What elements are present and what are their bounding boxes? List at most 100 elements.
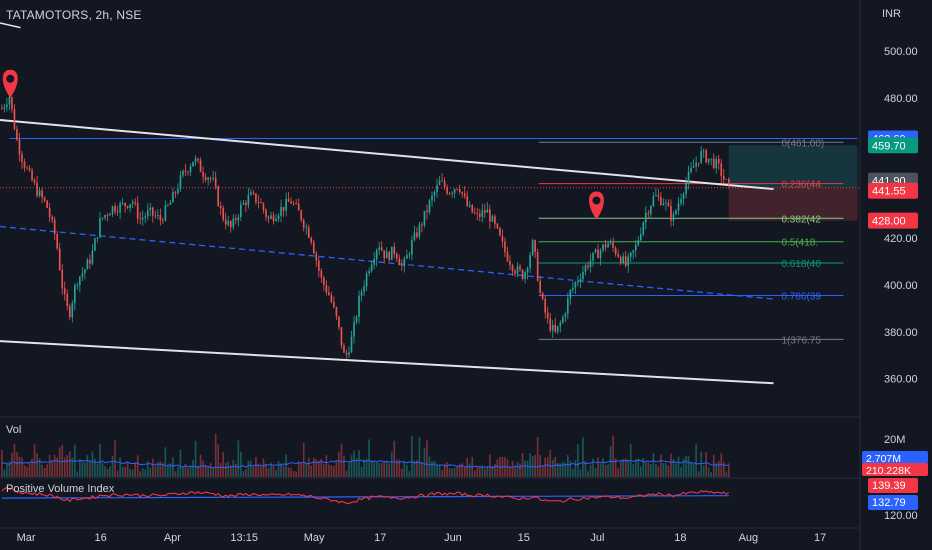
candle-body[interactable] xyxy=(81,273,84,277)
candle-body[interactable] xyxy=(89,259,91,264)
candle-body[interactable] xyxy=(282,206,285,211)
candle-body[interactable] xyxy=(395,253,398,259)
candle-body[interactable] xyxy=(712,158,715,169)
candle-body[interactable] xyxy=(491,216,494,222)
candle-body[interactable] xyxy=(287,198,290,202)
candle-body[interactable] xyxy=(660,196,662,205)
candle-body[interactable] xyxy=(335,307,338,317)
candle-body[interactable] xyxy=(333,301,335,308)
candle-body[interactable] xyxy=(3,107,6,109)
candle-body[interactable] xyxy=(572,287,574,290)
candle-body[interactable] xyxy=(665,202,667,204)
candle-body[interactable] xyxy=(209,178,212,180)
candle-body[interactable] xyxy=(312,242,315,254)
candle-body[interactable] xyxy=(157,214,159,216)
candle-body[interactable] xyxy=(199,160,202,173)
candle-body[interactable] xyxy=(255,193,257,203)
location-pin-icon[interactable] xyxy=(588,191,604,220)
candle-body[interactable] xyxy=(521,269,524,280)
candle-body[interactable] xyxy=(169,202,172,205)
candle-body[interactable] xyxy=(514,270,516,274)
candle-body[interactable] xyxy=(245,202,247,206)
candle-body[interactable] xyxy=(149,207,152,211)
candle-body[interactable] xyxy=(350,336,353,353)
candle-body[interactable] xyxy=(177,189,179,193)
volume-badge[interactable] xyxy=(862,463,928,476)
price-badge[interactable] xyxy=(868,137,918,154)
candle-body[interactable] xyxy=(398,258,401,266)
candle-body[interactable] xyxy=(194,158,197,162)
candle-body[interactable] xyxy=(471,204,474,213)
candle-body[interactable] xyxy=(619,256,622,264)
candle-body[interactable] xyxy=(438,180,441,185)
candle-body[interactable] xyxy=(16,129,18,140)
candle-body[interactable] xyxy=(632,250,635,253)
candle-body[interactable] xyxy=(250,192,252,195)
candle-body[interactable] xyxy=(534,240,536,253)
candle-body[interactable] xyxy=(56,233,59,249)
candle-body[interactable] xyxy=(529,255,531,269)
candle-body[interactable] xyxy=(697,162,700,164)
candle-body[interactable] xyxy=(21,154,23,162)
pvi-badge[interactable] xyxy=(868,495,918,510)
candle-body[interactable] xyxy=(159,214,162,221)
candle-body[interactable] xyxy=(277,215,280,219)
candle-body[interactable] xyxy=(179,175,182,190)
candle-body[interactable] xyxy=(692,166,695,168)
candle-body[interactable] xyxy=(612,242,614,248)
candle-body[interactable] xyxy=(315,253,318,261)
candle-body[interactable] xyxy=(345,352,348,355)
candle-body[interactable] xyxy=(202,172,204,177)
candle-body[interactable] xyxy=(146,210,149,217)
candle-body[interactable] xyxy=(484,210,486,213)
candle-body[interactable] xyxy=(672,213,675,221)
candle-body[interactable] xyxy=(280,206,282,216)
candle-body[interactable] xyxy=(370,264,373,271)
candle-body[interactable] xyxy=(28,168,31,171)
candle-body[interactable] xyxy=(705,150,707,163)
candle-body[interactable] xyxy=(317,260,320,271)
candle-body[interactable] xyxy=(569,289,572,299)
candle-body[interactable] xyxy=(111,206,114,214)
candle-body[interactable] xyxy=(234,218,237,221)
candle-body[interactable] xyxy=(433,192,436,196)
volume-pane[interactable] xyxy=(1,433,730,477)
candle-body[interactable] xyxy=(408,254,411,256)
candle-body[interactable] xyxy=(436,184,438,193)
candle-body[interactable] xyxy=(680,199,682,204)
candle-body[interactable] xyxy=(594,249,597,253)
candle-body[interactable] xyxy=(589,260,592,268)
candle-body[interactable] xyxy=(385,251,388,259)
candle-body[interactable] xyxy=(6,104,8,108)
candle-body[interactable] xyxy=(637,240,640,246)
symbol-label[interactable]: TATAMOTORS, 2h, NSE xyxy=(6,8,142,22)
candle-body[interactable] xyxy=(79,276,81,285)
candle-body[interactable] xyxy=(164,205,167,221)
candle-body[interactable] xyxy=(509,261,511,266)
candle-body[interactable] xyxy=(310,237,313,243)
candle-body[interactable] xyxy=(1,108,3,110)
candle-body[interactable] xyxy=(116,211,119,213)
candle-body[interactable] xyxy=(340,327,343,346)
candle-body[interactable] xyxy=(504,241,506,253)
candle-body[interactable] xyxy=(343,345,345,353)
candle-body[interactable] xyxy=(126,206,129,209)
candle-body[interactable] xyxy=(700,150,702,163)
trendline-stub[interactable] xyxy=(0,22,21,29)
candle-body[interactable] xyxy=(707,158,710,163)
candle-body[interactable] xyxy=(353,321,355,337)
candle-body[interactable] xyxy=(645,212,647,223)
candle-body[interactable] xyxy=(388,251,391,261)
candle-body[interactable] xyxy=(242,202,245,205)
candle-body[interactable] xyxy=(134,202,136,204)
candle-body[interactable] xyxy=(466,195,469,207)
candle-body[interactable] xyxy=(13,109,16,130)
candle-body[interactable] xyxy=(516,266,519,274)
candle-body[interactable] xyxy=(702,150,705,152)
candle-body[interactable] xyxy=(695,162,697,167)
candle-body[interactable] xyxy=(481,210,484,217)
candle-body[interactable] xyxy=(413,232,416,241)
candle-body[interactable] xyxy=(365,273,368,287)
candle-body[interactable] xyxy=(330,295,333,302)
candle-body[interactable] xyxy=(257,202,260,203)
